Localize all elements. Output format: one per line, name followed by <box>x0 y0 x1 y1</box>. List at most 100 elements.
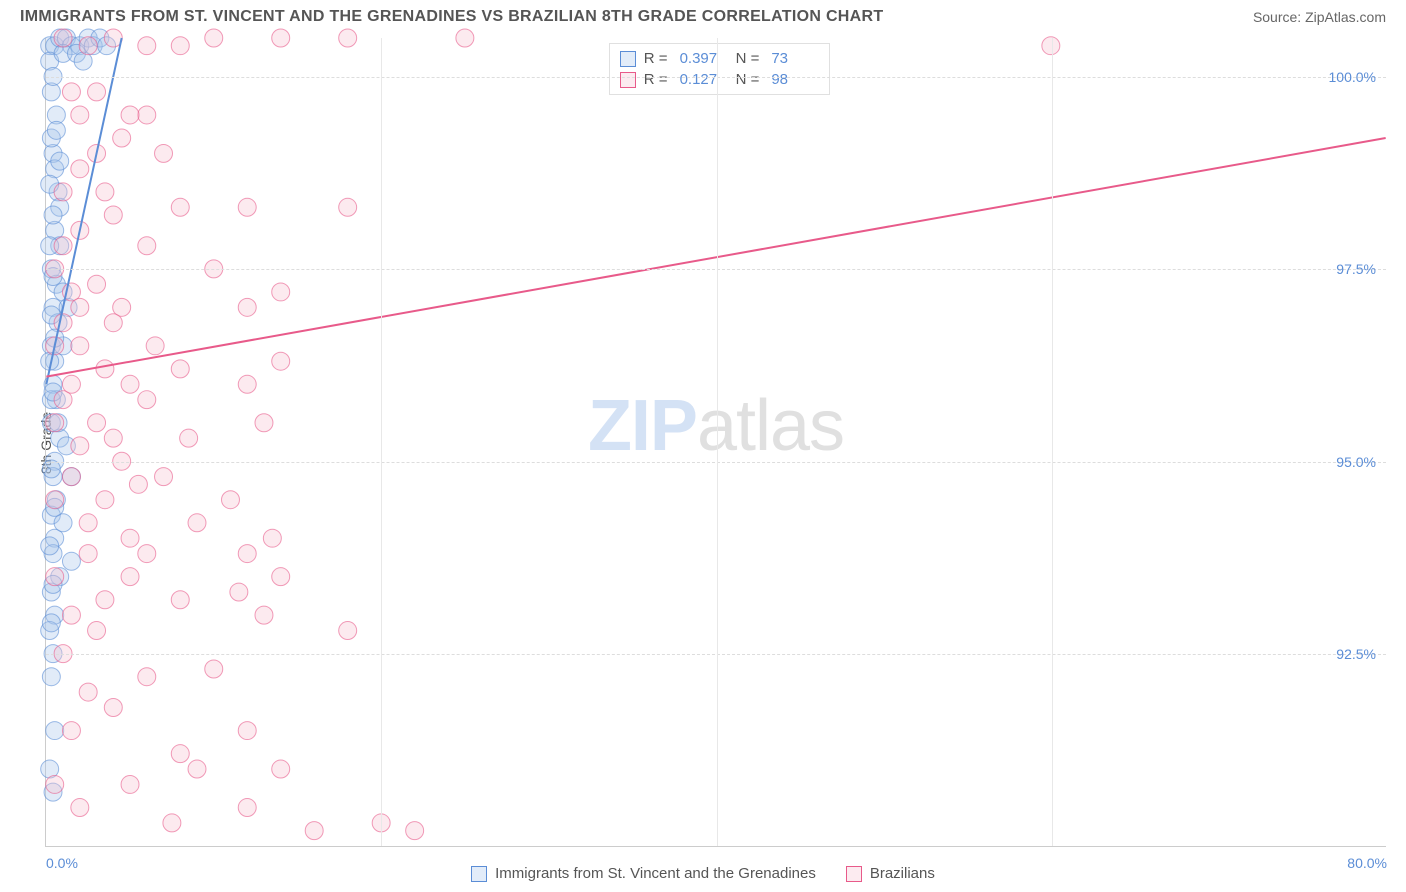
data-point <box>79 37 97 55</box>
data-point <box>272 283 290 301</box>
data-point <box>238 375 256 393</box>
data-point <box>42 614 60 632</box>
data-point <box>79 514 97 532</box>
data-point <box>51 152 69 170</box>
data-point <box>238 799 256 817</box>
data-point <box>62 375 80 393</box>
data-point <box>62 606 80 624</box>
data-point <box>146 337 164 355</box>
data-point <box>272 568 290 586</box>
data-point <box>104 698 122 716</box>
data-point <box>46 775 64 793</box>
data-point <box>129 475 147 493</box>
series-legend: Immigrants from St. Vincent and the Gren… <box>0 865 1406 882</box>
data-point <box>79 683 97 701</box>
data-point <box>339 622 357 640</box>
data-point <box>138 391 156 409</box>
legend-swatch <box>471 866 487 882</box>
data-point <box>62 468 80 486</box>
data-point <box>62 552 80 570</box>
data-point <box>406 822 424 840</box>
y-tick-label: 100.0% <box>1329 69 1376 85</box>
data-point <box>121 568 139 586</box>
n-value: 73 <box>771 50 819 67</box>
n-label: N = <box>736 71 760 88</box>
data-point <box>96 183 114 201</box>
r-value: 0.127 <box>680 71 728 88</box>
source-attribution: Source: ZipAtlas.com <box>1253 9 1386 25</box>
legend-item: Immigrants from St. Vincent and the Gren… <box>471 865 816 882</box>
data-point <box>104 429 122 447</box>
data-point <box>339 29 357 47</box>
data-point <box>46 491 64 509</box>
data-point <box>263 529 281 547</box>
data-point <box>272 760 290 778</box>
data-point <box>121 106 139 124</box>
data-point <box>71 337 89 355</box>
data-point <box>41 537 59 555</box>
data-point <box>155 144 173 162</box>
data-point <box>46 414 64 432</box>
y-tick-label: 95.0% <box>1336 454 1376 470</box>
data-point <box>88 83 106 101</box>
data-point <box>188 760 206 778</box>
legend-label: Brazilians <box>870 865 935 882</box>
data-point <box>104 206 122 224</box>
data-point <box>62 722 80 740</box>
data-point <box>456 29 474 47</box>
data-point <box>272 352 290 370</box>
grid-v-line <box>381 38 382 846</box>
data-point <box>121 375 139 393</box>
plot-area: ZIPatlas R =0.397N =73R =0.127N =98 92.5… <box>45 38 1386 847</box>
source-label: Source: <box>1253 9 1301 25</box>
data-point <box>44 206 62 224</box>
source-link[interactable]: ZipAtlas.com <box>1305 9 1386 25</box>
data-point <box>46 568 64 586</box>
y-tick-label: 97.5% <box>1336 261 1376 277</box>
data-point <box>188 514 206 532</box>
data-point <box>180 429 198 447</box>
data-point <box>171 745 189 763</box>
legend-swatch <box>620 51 636 67</box>
grid-v-line <box>1052 38 1053 846</box>
data-point <box>138 545 156 563</box>
data-point <box>96 591 114 609</box>
data-point <box>339 198 357 216</box>
data-point <box>88 275 106 293</box>
data-point <box>54 183 72 201</box>
legend-label: Immigrants from St. Vincent and the Gren… <box>495 865 816 882</box>
legend-swatch <box>846 866 862 882</box>
legend-row: R =0.397N =73 <box>620 48 820 69</box>
r-label: R = <box>644 50 668 67</box>
n-value: 98 <box>771 71 819 88</box>
n-label: N = <box>736 50 760 67</box>
data-point <box>171 198 189 216</box>
data-point <box>171 37 189 55</box>
data-point <box>138 37 156 55</box>
data-point <box>62 83 80 101</box>
data-point <box>121 775 139 793</box>
data-point <box>205 29 223 47</box>
data-point <box>79 545 97 563</box>
data-point <box>54 314 72 332</box>
data-point <box>47 121 65 139</box>
data-point <box>138 668 156 686</box>
data-point <box>71 799 89 817</box>
data-point <box>71 298 89 316</box>
data-point <box>121 529 139 547</box>
data-point <box>138 106 156 124</box>
data-point <box>104 314 122 332</box>
data-point <box>171 360 189 378</box>
data-point <box>272 29 290 47</box>
data-point <box>163 814 181 832</box>
data-point <box>238 198 256 216</box>
r-label: R = <box>644 71 668 88</box>
data-point <box>46 722 64 740</box>
data-point <box>71 437 89 455</box>
data-point <box>255 606 273 624</box>
data-point <box>305 822 323 840</box>
legend-swatch <box>620 72 636 88</box>
data-point <box>230 583 248 601</box>
data-point <box>155 468 173 486</box>
data-point <box>54 237 72 255</box>
